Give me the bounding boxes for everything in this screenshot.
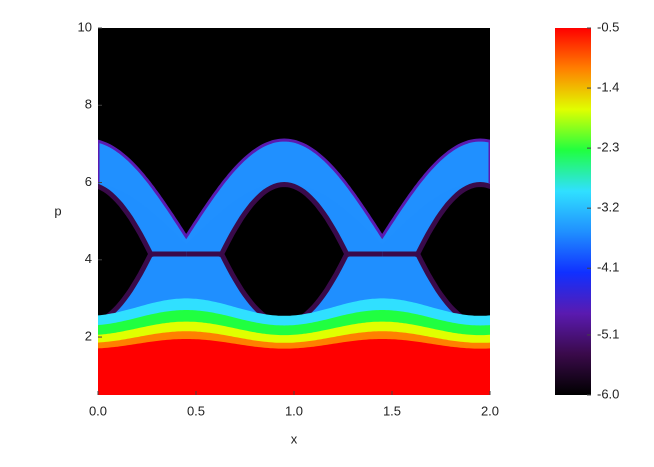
y-tick-label: 10: [78, 19, 92, 34]
y-tick-label: 4: [85, 251, 92, 266]
x-tick-label: 0.0: [89, 403, 107, 418]
colorbar-tick-label: -6.0: [597, 386, 619, 401]
colorbar-tick-label: -4.1: [597, 260, 619, 275]
x-tick-label: 1.5: [383, 403, 401, 418]
y-tick-label: 6: [85, 174, 92, 189]
colorbar-tick-label: -1.4: [597, 79, 619, 94]
heatmap: [98, 28, 490, 395]
y-axis-label: p: [54, 203, 61, 218]
colorbar-tick-label: -3.2: [597, 200, 619, 215]
heatmap-eye: [98, 183, 187, 325]
y-tick-label: 8: [85, 97, 92, 112]
x-tick-label: 2.0: [481, 403, 499, 418]
colorbar: [555, 28, 591, 395]
x-axis-label: x: [291, 431, 298, 446]
y-tick-label: 2: [85, 328, 92, 343]
x-tick-label: 1.0: [285, 403, 303, 418]
heatmap-eye: [382, 181, 490, 327]
x-tick-label: 0.5: [187, 403, 205, 418]
colorbar-tick-label: -2.3: [597, 140, 619, 155]
colorbar-tick-label: -0.5: [597, 19, 619, 34]
heatmap-layer: [98, 339, 490, 395]
colorbar-tick-label: -5.1: [597, 326, 619, 341]
heatmap-eye: [186, 181, 383, 327]
